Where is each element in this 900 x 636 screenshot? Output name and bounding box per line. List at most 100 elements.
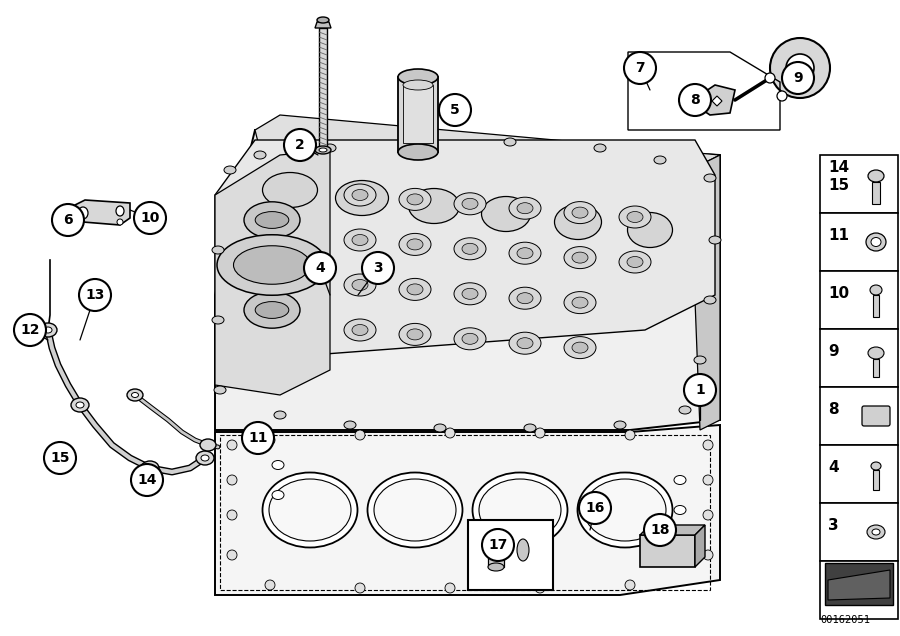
Ellipse shape: [272, 460, 284, 469]
Text: 5: 5: [450, 103, 460, 117]
Ellipse shape: [263, 172, 318, 207]
Circle shape: [625, 580, 635, 590]
Ellipse shape: [146, 465, 154, 471]
FancyBboxPatch shape: [862, 406, 890, 426]
Polygon shape: [315, 22, 331, 28]
Ellipse shape: [488, 563, 504, 571]
Polygon shape: [75, 200, 130, 225]
Ellipse shape: [254, 151, 266, 159]
Ellipse shape: [704, 296, 716, 304]
Circle shape: [684, 374, 716, 406]
Ellipse shape: [71, 398, 89, 412]
Polygon shape: [825, 563, 893, 605]
Circle shape: [355, 583, 365, 593]
Polygon shape: [215, 425, 720, 595]
Ellipse shape: [509, 242, 541, 264]
Ellipse shape: [482, 197, 530, 232]
Ellipse shape: [233, 245, 310, 284]
Circle shape: [134, 202, 166, 234]
Ellipse shape: [344, 229, 376, 251]
Circle shape: [117, 219, 123, 225]
Bar: [820, 329, 898, 387]
Ellipse shape: [472, 473, 568, 548]
Bar: [820, 387, 898, 445]
Ellipse shape: [674, 506, 686, 515]
Polygon shape: [712, 96, 722, 106]
Ellipse shape: [517, 203, 533, 214]
Bar: [220, 435, 710, 590]
Ellipse shape: [407, 194, 423, 205]
Bar: [820, 271, 898, 329]
Ellipse shape: [462, 333, 478, 344]
Text: 11: 11: [828, 228, 849, 242]
Ellipse shape: [39, 323, 57, 337]
Ellipse shape: [344, 319, 376, 341]
Ellipse shape: [44, 327, 52, 333]
Ellipse shape: [352, 279, 368, 291]
Text: 00162051: 00162051: [820, 615, 870, 625]
Ellipse shape: [319, 148, 327, 152]
Ellipse shape: [564, 291, 596, 314]
Circle shape: [535, 583, 545, 593]
Ellipse shape: [407, 239, 423, 250]
Ellipse shape: [263, 473, 357, 548]
Ellipse shape: [694, 356, 706, 364]
Circle shape: [304, 252, 336, 284]
Text: 7: 7: [635, 61, 644, 75]
Ellipse shape: [454, 193, 486, 215]
Ellipse shape: [454, 283, 486, 305]
Circle shape: [765, 73, 775, 83]
Ellipse shape: [407, 284, 423, 295]
Polygon shape: [640, 525, 705, 535]
Ellipse shape: [398, 69, 438, 85]
Bar: [820, 561, 898, 619]
Ellipse shape: [434, 424, 446, 432]
Text: 1: 1: [695, 383, 705, 397]
Ellipse shape: [196, 451, 214, 465]
Circle shape: [703, 510, 713, 520]
Ellipse shape: [336, 181, 389, 216]
Circle shape: [777, 91, 787, 101]
Ellipse shape: [572, 297, 588, 308]
Ellipse shape: [517, 338, 533, 349]
Ellipse shape: [269, 479, 351, 541]
Circle shape: [284, 129, 316, 161]
Circle shape: [131, 464, 163, 496]
Polygon shape: [690, 155, 720, 430]
Ellipse shape: [244, 292, 300, 328]
Ellipse shape: [870, 285, 882, 295]
Bar: [820, 155, 898, 213]
Circle shape: [52, 204, 84, 236]
Text: 3: 3: [374, 261, 382, 275]
Ellipse shape: [344, 421, 356, 429]
Bar: [403, 85, 433, 143]
Ellipse shape: [214, 386, 226, 394]
Polygon shape: [695, 525, 705, 567]
Text: 15: 15: [50, 451, 70, 465]
Polygon shape: [828, 570, 890, 600]
Circle shape: [227, 510, 237, 520]
Ellipse shape: [564, 202, 596, 224]
Bar: [398, 77, 438, 152]
Circle shape: [79, 279, 111, 311]
Ellipse shape: [517, 293, 533, 304]
Text: 8: 8: [690, 93, 700, 107]
Ellipse shape: [244, 202, 300, 238]
Bar: [640, 535, 695, 567]
Polygon shape: [698, 85, 735, 115]
Bar: [820, 503, 898, 561]
Circle shape: [770, 38, 830, 98]
Ellipse shape: [674, 476, 686, 485]
Bar: [468, 520, 553, 590]
Ellipse shape: [619, 206, 651, 228]
Ellipse shape: [564, 247, 596, 268]
Bar: [319, 28, 327, 148]
Ellipse shape: [352, 190, 368, 200]
Ellipse shape: [584, 479, 666, 541]
Circle shape: [227, 550, 237, 560]
Ellipse shape: [317, 17, 329, 23]
Ellipse shape: [871, 462, 881, 470]
Ellipse shape: [867, 525, 885, 539]
Circle shape: [362, 252, 394, 284]
Text: 10: 10: [140, 211, 159, 225]
